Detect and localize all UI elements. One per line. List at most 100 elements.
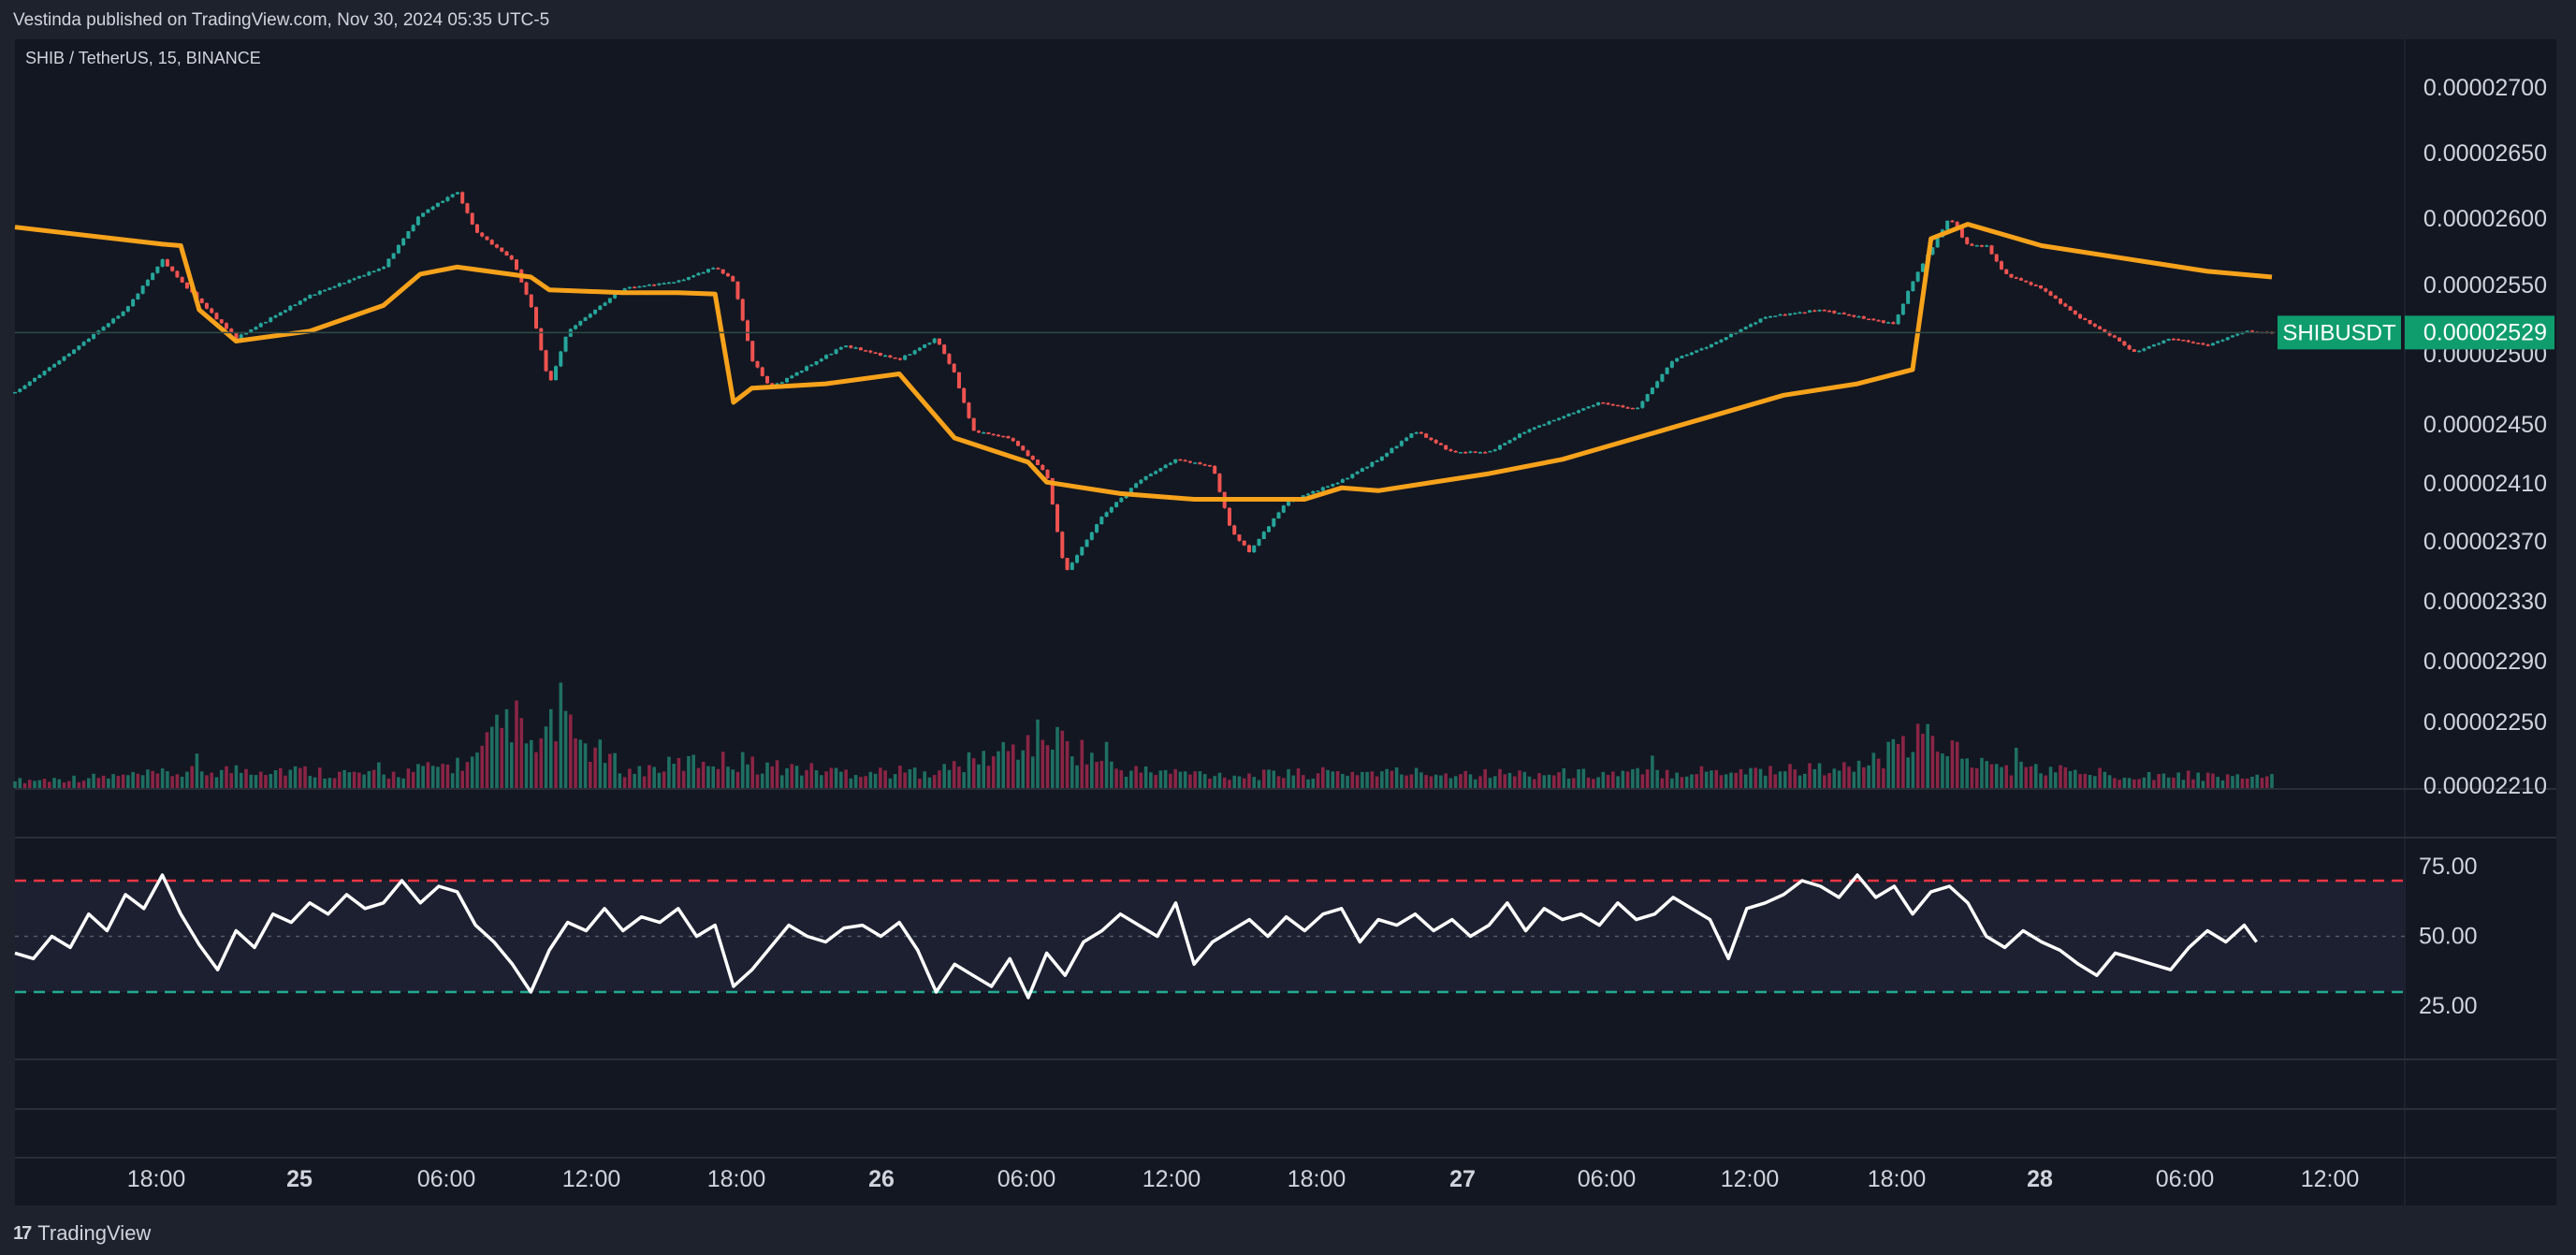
candle-body	[2107, 331, 2112, 336]
volume-bar	[52, 778, 56, 788]
volume-bar	[578, 739, 583, 788]
candle-body	[548, 371, 553, 381]
volume-bar	[962, 772, 966, 788]
volume-bar	[1001, 741, 1006, 788]
volume-bar	[239, 772, 243, 788]
candle-body	[1999, 261, 2003, 270]
volume-bar	[146, 769, 150, 788]
volume-bar	[1793, 769, 1797, 788]
volume-bar	[2255, 774, 2260, 788]
candle-body	[1217, 474, 1222, 492]
volume-bar	[500, 727, 504, 788]
candle-body	[544, 350, 548, 372]
volume-bar	[1631, 768, 1635, 788]
volume-bar	[1960, 758, 1964, 788]
volume-bar	[750, 756, 755, 788]
volume-bar	[1163, 769, 1168, 788]
volume-bar	[716, 768, 720, 788]
price-tick-label: 0.00002700	[2423, 75, 2547, 101]
candle-body	[1473, 451, 1477, 453]
volume-bar	[1463, 770, 1467, 788]
volume-bar	[1651, 755, 1654, 788]
rsi-tick-label: 75.00	[2419, 854, 2478, 880]
volume-bar	[681, 770, 686, 788]
volume-bar	[1743, 774, 1748, 788]
candle-body	[180, 277, 184, 283]
volume-bar	[720, 752, 725, 788]
candle-body	[760, 367, 764, 376]
candle-body	[897, 358, 902, 360]
candle-body	[1636, 407, 1640, 410]
volume-bar	[1636, 767, 1639, 788]
candle-body	[2122, 341, 2127, 346]
volume-bar	[185, 771, 189, 788]
volume-bar	[244, 768, 248, 788]
candle-body	[1537, 425, 1542, 428]
volume-bar	[642, 776, 647, 788]
volume-bar	[608, 753, 612, 788]
candle-body	[2029, 282, 2033, 285]
volume-bar	[809, 763, 814, 788]
candle-body	[1320, 487, 1325, 491]
candle-body	[1340, 479, 1345, 483]
volume-bar	[2088, 775, 2092, 788]
candle-body	[1404, 437, 1409, 442]
candle-body	[298, 300, 302, 305]
candle-body	[2245, 330, 2249, 332]
volume-bar	[1592, 779, 1595, 788]
candle-body	[1350, 474, 1355, 478]
volume-bar	[318, 767, 322, 788]
volume-bar	[475, 752, 479, 788]
candle-body	[1965, 237, 1970, 244]
chart-area[interactable]	[15, 39, 2556, 1205]
volume-bar	[1670, 778, 1674, 788]
candle-body	[559, 351, 563, 367]
volume-bar	[249, 774, 254, 788]
volume-bar	[175, 774, 180, 788]
candle-body	[293, 304, 298, 306]
price-tick-label: 0.00002550	[2423, 272, 2547, 299]
volume-bar	[2063, 766, 2068, 788]
volume-bar	[465, 762, 470, 788]
volume-bar	[957, 766, 961, 788]
candle-body	[1026, 450, 1030, 457]
candle-body	[1709, 343, 1713, 348]
volume-bar	[1970, 767, 1974, 788]
candle-body	[1246, 545, 1251, 553]
footer-brand[interactable]: 17 TradingView	[13, 1217, 151, 1250]
candle-body	[740, 299, 745, 321]
volume-bar	[2147, 771, 2151, 788]
volume-bar	[947, 769, 952, 788]
candle-body	[1817, 310, 1822, 312]
volume-bar	[81, 781, 86, 788]
volume-bar	[667, 756, 671, 788]
volume-bar	[677, 757, 681, 788]
candle-body	[1306, 493, 1311, 496]
time-tick-label: 12:00	[1721, 1166, 1780, 1192]
candle-body	[1438, 443, 1443, 445]
candle-body	[1154, 471, 1158, 474]
volume-bar	[879, 767, 882, 788]
candle-body	[1645, 394, 1650, 401]
volume-bar	[1532, 779, 1536, 788]
volume-bar	[1124, 776, 1128, 788]
candle-body	[243, 332, 248, 335]
candle-body	[1346, 477, 1350, 480]
candle-body	[426, 209, 430, 213]
volume-bar	[406, 768, 411, 788]
candle-body	[1414, 431, 1419, 434]
price-tick-label: 0.00002290	[2423, 649, 2547, 675]
volume-bar	[1026, 735, 1030, 788]
volume-bar	[1306, 779, 1310, 788]
volume-bar	[1311, 779, 1316, 788]
candle-body	[1621, 405, 1625, 408]
candle-body	[2019, 278, 2023, 281]
candle-body	[1360, 468, 1364, 473]
candle-body	[563, 336, 568, 352]
candle-body	[1207, 464, 1212, 467]
candle-body	[2216, 341, 2220, 343]
time-tick-label: 06:00	[2156, 1166, 2215, 1192]
volume-bar	[397, 777, 400, 788]
volume-bar	[456, 757, 459, 788]
